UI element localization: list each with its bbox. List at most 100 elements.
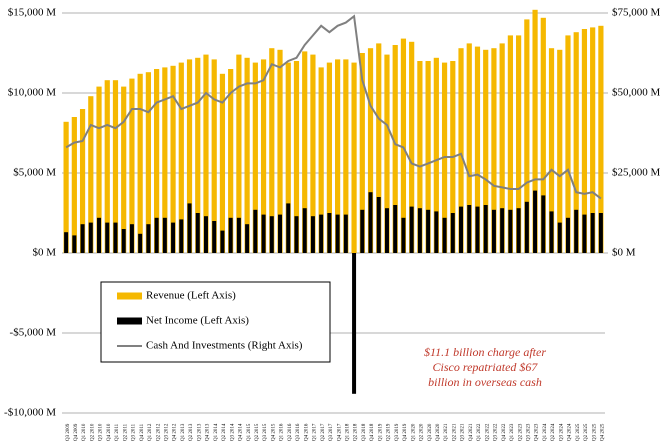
x-tick-label: Q1 2021 xyxy=(444,423,449,441)
bar xyxy=(343,59,349,254)
bar xyxy=(384,208,389,253)
bar xyxy=(211,59,217,254)
bar xyxy=(376,197,381,253)
bar xyxy=(343,214,348,253)
bar xyxy=(434,211,439,253)
bar xyxy=(195,213,200,253)
bar xyxy=(302,51,308,254)
bar xyxy=(302,208,307,253)
bar xyxy=(236,217,241,253)
bar xyxy=(154,217,159,253)
x-tick-label: Q1 2018 xyxy=(345,423,350,441)
x-tick-label: Q1 2014 xyxy=(214,423,219,441)
bar xyxy=(458,48,464,254)
line xyxy=(65,14,602,200)
x-tick-label: Q4 2020 xyxy=(436,423,441,441)
bar xyxy=(154,69,160,253)
x-tick-label: Q2 2020 xyxy=(420,423,425,441)
x-tick-label: Q3 2019 xyxy=(395,423,400,441)
bar xyxy=(351,62,357,253)
bar xyxy=(524,19,530,254)
bar xyxy=(507,35,513,254)
bar xyxy=(171,222,176,253)
bar xyxy=(186,59,193,254)
x-tick-label: Q2 2022 xyxy=(485,423,490,441)
bar xyxy=(170,65,176,253)
y-tick-label: $5,000 M xyxy=(13,167,56,179)
bar xyxy=(384,54,390,253)
legend-label: Revenue (Left Axis) xyxy=(146,290,236,302)
bar xyxy=(286,203,291,253)
x-tick-label: Q1 2020 xyxy=(411,423,416,441)
bar xyxy=(277,49,283,253)
x-tick-label: Q4 2019 xyxy=(403,423,408,441)
bar xyxy=(79,109,86,253)
bar xyxy=(64,232,69,253)
bar xyxy=(245,224,250,253)
bar xyxy=(129,224,134,253)
bar xyxy=(574,209,579,253)
bar xyxy=(178,62,184,253)
x-tick-label: Q1 2025 xyxy=(576,423,581,441)
bar xyxy=(573,32,579,254)
legend-swatch xyxy=(117,292,142,300)
bar xyxy=(426,209,431,253)
bar xyxy=(483,49,489,253)
bar xyxy=(138,233,143,253)
x-tick-label: Q3 2014 xyxy=(230,423,235,441)
bar xyxy=(244,57,250,253)
x-tick-label: Q4 2011 xyxy=(140,423,145,441)
x-tick-label: Q1 2024 xyxy=(543,423,548,441)
bar xyxy=(442,217,447,253)
bar xyxy=(425,61,431,253)
x-tick-label: Q4 2009 xyxy=(74,423,79,441)
annotation: billion in overseas cash xyxy=(428,375,542,389)
bar xyxy=(121,86,127,253)
x-tick-label: Q4 2013 xyxy=(206,423,211,441)
bar xyxy=(335,59,341,254)
bar xyxy=(352,253,357,394)
bar xyxy=(491,209,496,253)
bar xyxy=(228,69,234,253)
bar xyxy=(532,9,538,253)
bar xyxy=(417,208,422,253)
bar xyxy=(96,86,102,253)
bar xyxy=(590,27,596,254)
bar xyxy=(475,206,480,253)
bar xyxy=(327,213,332,253)
x-tick-label: Q2 2019 xyxy=(387,423,392,441)
y2-tick-label: $50,000 M xyxy=(612,87,661,99)
legend: Revenue (Left Axis) Net Income (Left Axis… xyxy=(100,281,331,363)
x-tick-label: Q4 2021 xyxy=(469,423,474,441)
x-tick-label: Q3 2018 xyxy=(362,423,367,441)
bar xyxy=(80,224,85,253)
y-tick-label: $15,000 M xyxy=(8,7,57,19)
bar xyxy=(260,59,267,254)
x-tick-label: Q2 2014 xyxy=(222,423,227,441)
bar xyxy=(466,43,472,254)
x-tick-label: Q3 2020 xyxy=(428,423,433,441)
bar xyxy=(72,235,77,253)
bar xyxy=(326,62,332,253)
bar xyxy=(433,57,439,253)
x-tick-label: Q1 2013 xyxy=(181,423,186,441)
x-tick-label: Q4 2023 xyxy=(535,423,540,441)
annotation: Cisco repatriated $67 xyxy=(433,360,539,374)
bar xyxy=(376,43,382,254)
bar xyxy=(253,209,258,253)
legend-label: Net Income (Left Axis) xyxy=(146,315,249,327)
bar xyxy=(335,214,340,253)
bar xyxy=(310,216,315,253)
bar xyxy=(590,213,595,253)
x-tick-label: Q3 2009 xyxy=(66,423,71,441)
bar xyxy=(228,217,233,253)
y2-tick-label: $75,000 M xyxy=(612,7,661,19)
bar xyxy=(112,80,119,253)
x-tick-label: Q2 2025 xyxy=(584,423,589,441)
bar xyxy=(121,229,126,253)
bar xyxy=(450,213,455,253)
x-tick-label: Q1 2011 xyxy=(115,423,120,441)
bar xyxy=(285,62,291,253)
bar xyxy=(541,195,546,253)
bar xyxy=(359,53,365,253)
